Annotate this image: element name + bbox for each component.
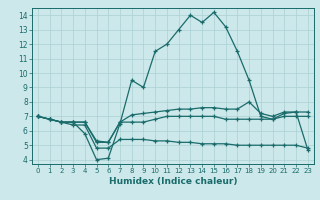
X-axis label: Humidex (Indice chaleur): Humidex (Indice chaleur) [108, 177, 237, 186]
